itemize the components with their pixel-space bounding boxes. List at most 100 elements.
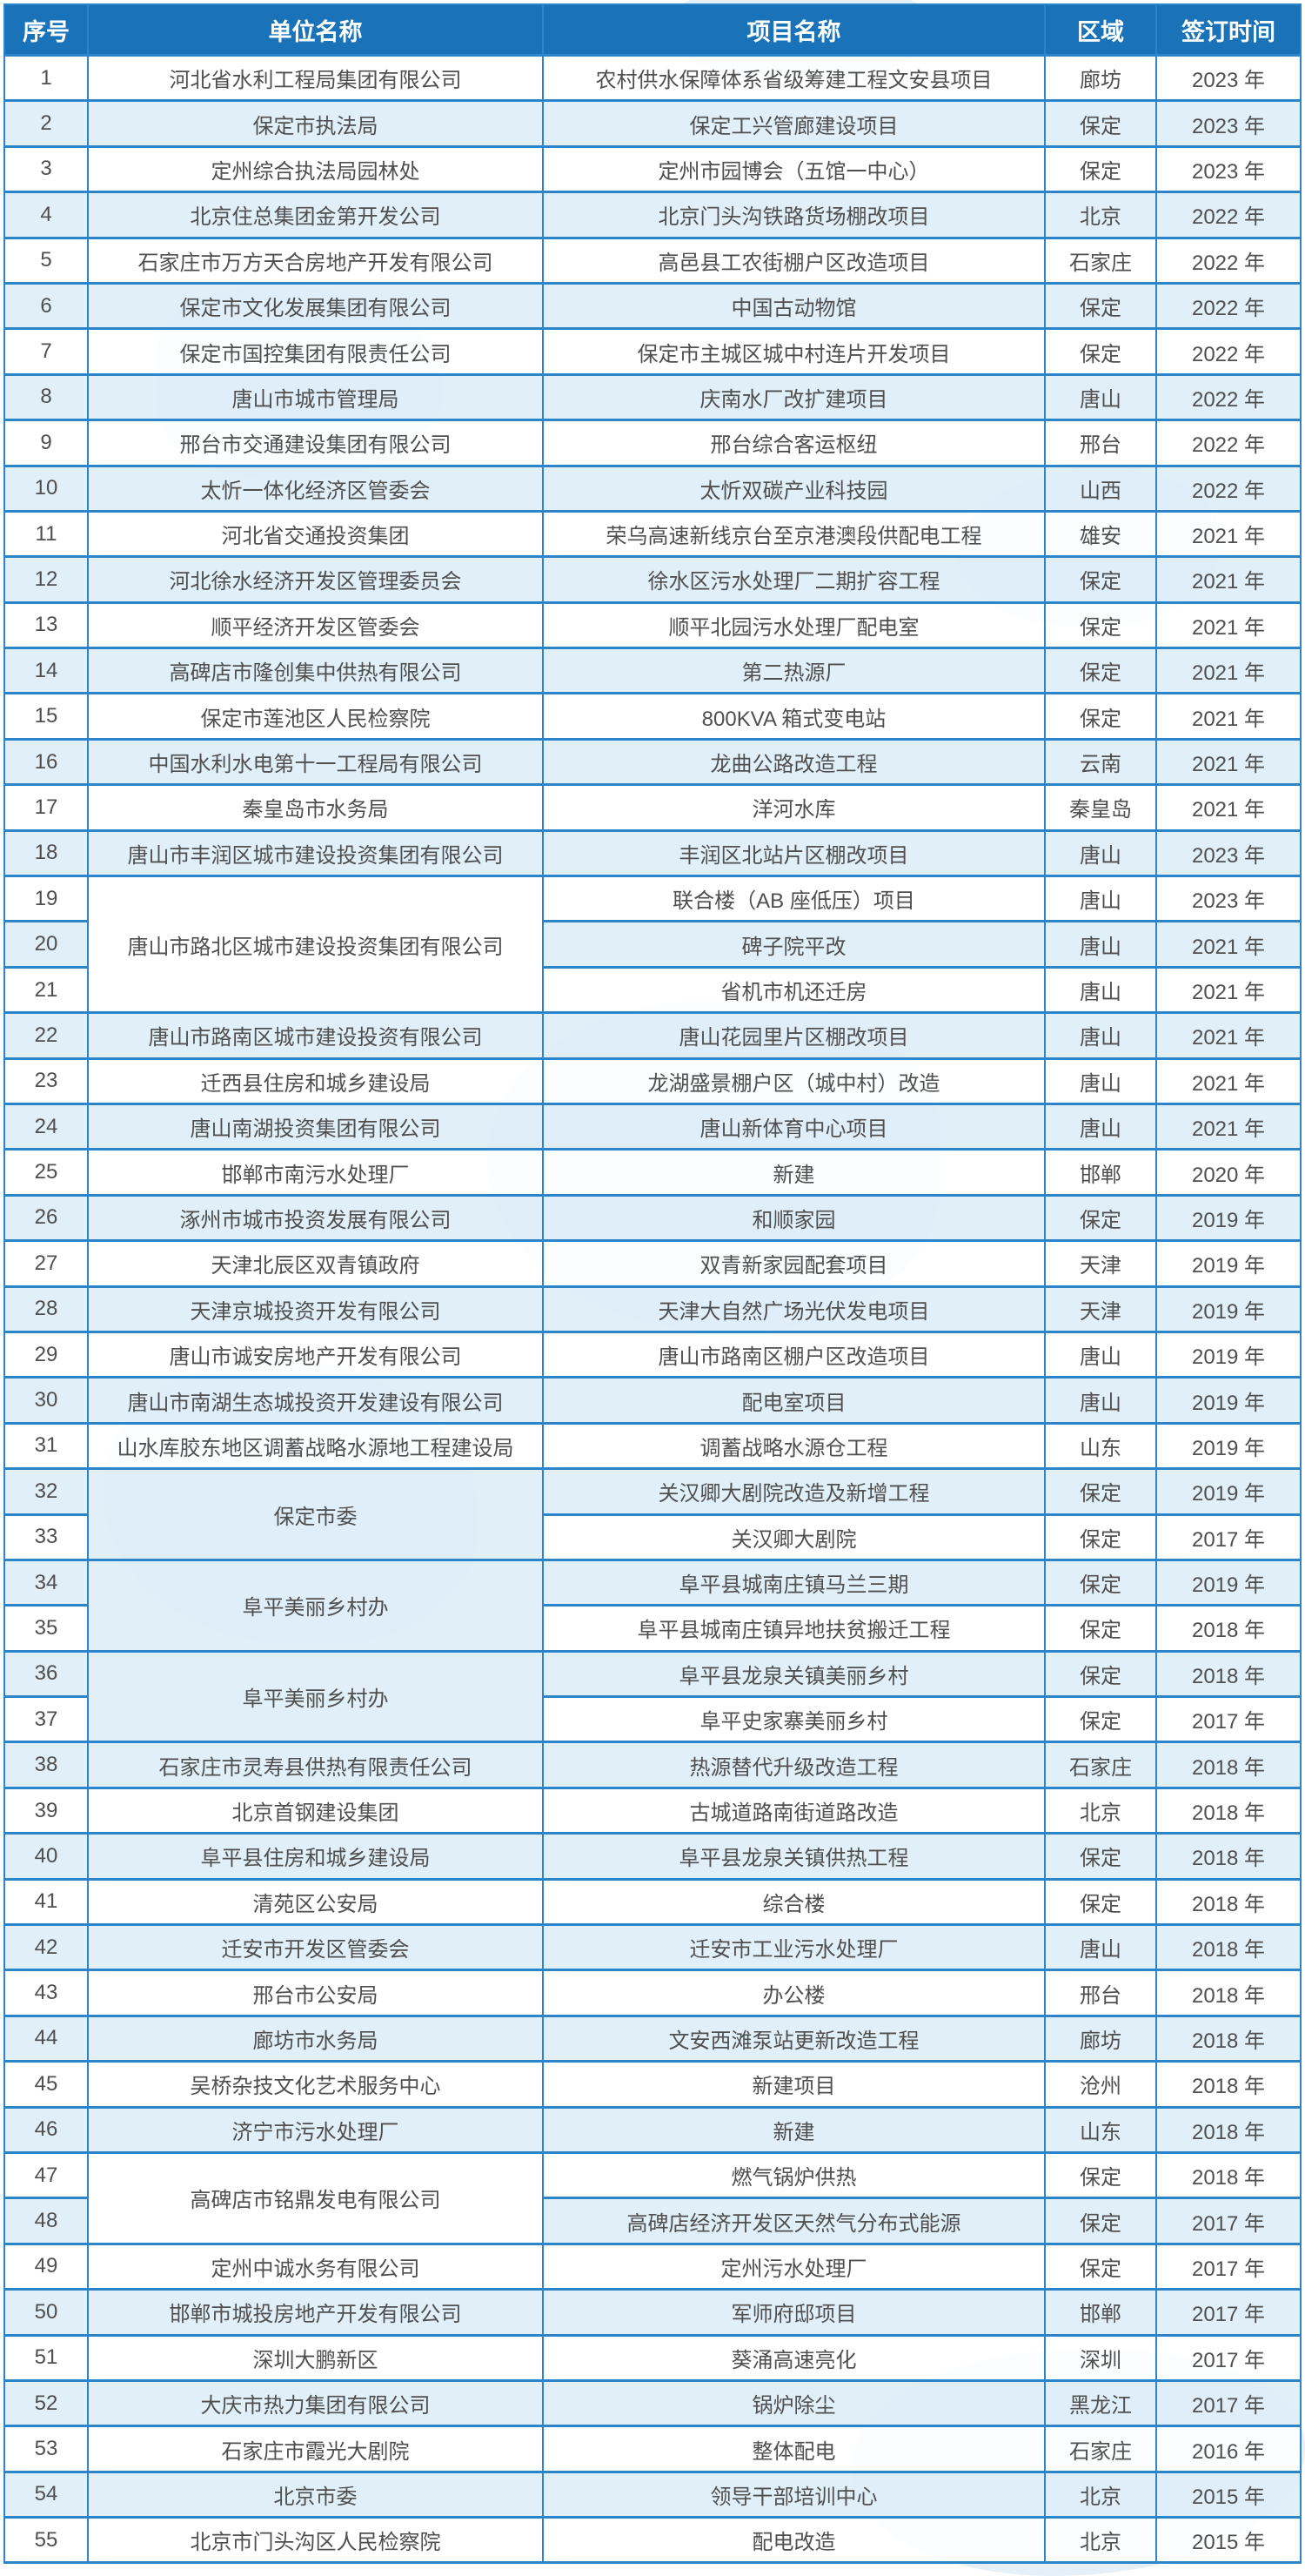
cell-region: 深圳 — [1044, 2333, 1157, 2382]
cell-unit: 高碑店市铭鼎发电有限公司 — [87, 2150, 544, 2245]
cell-region: 邯郸 — [1044, 1148, 1157, 1197]
cell-region: 保定 — [1044, 1832, 1157, 1881]
cell-year: 2016 年 — [1155, 2425, 1302, 2473]
cell-project: 天津大自然广场光伏发电项目 — [542, 1285, 1046, 1333]
cell-year: 2019 年 — [1155, 1421, 1302, 1471]
cell-project: 热源替代升级改造工程 — [542, 1741, 1046, 1789]
cell-region: 雄安 — [1044, 509, 1157, 559]
cell-unit: 保定市文化发展集团有限公司 — [87, 281, 544, 331]
table-row: 24 唐山南湖投资集团有限公司 唐山新体育中心项目 唐山 2021 年 — [3, 1102, 1302, 1151]
cell-year: 2021 年 — [1155, 600, 1302, 650]
cell-year: 2018 年 — [1155, 1877, 1302, 1927]
table-row: 34 阜平美丽乡村办 阜平县城南庄镇马兰三期 保定 2019 年 — [3, 1558, 1302, 1653]
cell-region: 山西 — [1044, 464, 1157, 513]
cell-unit: 迁安市开发区管委会 — [87, 1923, 544, 1972]
cell-project: 高碑店经济开发区天然气分布式能源 — [542, 2197, 1046, 2245]
table-row: 41 清苑区公安局 综合楼 保定 2018 年 — [3, 1877, 1302, 1927]
table-row: 16 中国水利水电第十一工程局有限公司 龙曲公路改造工程 云南 2021 年 — [3, 737, 1302, 787]
cell-project: 阜平史家寨美丽乡村 — [542, 1695, 1046, 1744]
cell-year: 2022 年 — [1155, 281, 1302, 331]
cell-unit: 深圳大鹏新区 — [87, 2333, 544, 2382]
cell-year: 2021 年 — [1155, 647, 1302, 695]
cell-region: 天津 — [1044, 1285, 1157, 1333]
table-row: 29 唐山市诚安房地产开发有限公司 唐山市路南区棚户区改造项目 唐山 2019 年 — [3, 1330, 1302, 1379]
cell-no: 38 — [3, 1741, 89, 1789]
table-row: 22 唐山市路南区城市建设投资有限公司 唐山花园里片区棚改项目 唐山 2021 年 — [3, 1011, 1302, 1060]
cell-project: 葵涌高速亮化 — [542, 2333, 1046, 2382]
cell-no: 52 — [3, 2378, 89, 2428]
cell-region: 石家庄 — [1044, 1741, 1157, 1789]
cell-project: 阜平县龙泉关镇供热工程 — [542, 1832, 1046, 1881]
table-row: 12 河北徐水经济开发区管理委员会 徐水区污水处理厂二期扩容工程 保定 2021 年 — [3, 555, 1302, 604]
cell-region: 廊坊 — [1044, 2014, 1157, 2063]
cell-no: 31 — [3, 1421, 89, 1471]
cell-region: 唐山 — [1044, 1330, 1157, 1379]
cell-project: 农村供水保障体系省级筹建工程文安县项目 — [542, 53, 1046, 103]
cell-no: 7 — [3, 327, 89, 376]
cell-region: 唐山 — [1044, 875, 1157, 923]
cell-project: 洋河水库 — [542, 783, 1046, 832]
cell-year: 2019 年 — [1155, 1558, 1302, 1607]
cell-unit: 唐山市路南区城市建设投资有限公司 — [87, 1011, 544, 1060]
cell-year: 2023 年 — [1155, 144, 1302, 194]
cell-no: 20 — [3, 920, 89, 969]
cell-no: 43 — [3, 1969, 89, 2017]
cell-project: 文安西滩泵站更新改造工程 — [542, 2014, 1046, 2063]
cell-year: 2019 年 — [1155, 1467, 1302, 1516]
cell-year: 2018 年 — [1155, 1741, 1302, 1789]
cell-no: 12 — [3, 555, 89, 604]
cell-project: 阜平县龙泉关镇美丽乡村 — [542, 1649, 1046, 1699]
cell-region: 保定 — [1044, 99, 1157, 148]
table-row: 44 廊坊市水务局 文安西滩泵站更新改造工程 廊坊 2018 年 — [3, 2014, 1302, 2063]
cell-unit: 石家庄市万方天合房地产开发有限公司 — [87, 236, 544, 285]
cell-region: 邢台 — [1044, 1969, 1157, 2017]
cell-no: 47 — [3, 2150, 89, 2200]
cell-year: 2018 年 — [1155, 1786, 1302, 1835]
cell-year: 2017 年 — [1155, 1695, 1302, 1744]
cell-unit: 吴桥杂技文化艺术服务中心 — [87, 2060, 544, 2109]
cell-project: 新建 — [542, 2105, 1046, 2154]
table-row: 20 碑子院平改 唐山 2021 年 — [3, 920, 1302, 969]
cell-no: 16 — [3, 737, 89, 787]
cell-no: 42 — [3, 1923, 89, 1972]
cell-project: 保定市主城区城中村连片开发项目 — [542, 327, 1046, 376]
cell-unit: 济宁市污水处理厂 — [87, 2105, 544, 2154]
cell-year: 2020 年 — [1155, 1148, 1302, 1197]
cell-unit: 大庆市热力集团有限公司 — [87, 2378, 544, 2428]
cell-no: 14 — [3, 647, 89, 695]
cell-year: 2021 年 — [1155, 1011, 1302, 1060]
cell-no: 49 — [3, 2242, 89, 2291]
cell-region: 唐山 — [1044, 1376, 1157, 1425]
cell-unit: 唐山市丰润区城市建设投资集团有限公司 — [87, 828, 544, 878]
cell-no: 3 — [3, 144, 89, 194]
column-header-unit: 单位名称 — [87, 3, 544, 57]
cell-project: 徐水区污水处理厂二期扩容工程 — [542, 555, 1046, 604]
cell-project: 关汉卿大剧院改造及新增工程 — [542, 1467, 1046, 1516]
cell-project: 保定工兴管廊建设项目 — [542, 99, 1046, 148]
table-row: 3 定州综合执法局园林处 定州市园博会（五馆一中心） 保定 2023 年 — [3, 144, 1302, 194]
cell-unit: 北京首钢建设集团 — [87, 1786, 544, 1835]
cell-project: 定州污水处理厂 — [542, 2242, 1046, 2291]
table-header: 序号 单位名称 项目名称 区域 签订时间 — [3, 3, 1302, 57]
cell-no: 54 — [3, 2470, 89, 2519]
cell-region: 云南 — [1044, 737, 1157, 787]
cell-region: 保定 — [1044, 281, 1157, 331]
cell-no: 13 — [3, 600, 89, 650]
cell-year: 2018 年 — [1155, 2105, 1302, 2154]
cell-project: 配电室项目 — [542, 1376, 1046, 1425]
cell-region: 廊坊 — [1044, 53, 1157, 103]
cell-region: 保定 — [1044, 692, 1157, 741]
cell-year: 2022 年 — [1155, 372, 1302, 422]
cell-project: 太忻双碳产业科技园 — [542, 464, 1046, 513]
cell-no: 26 — [3, 1193, 89, 1243]
cell-year: 2018 年 — [1155, 2060, 1302, 2109]
cell-no: 2 — [3, 99, 89, 148]
cell-year: 2021 年 — [1155, 783, 1302, 832]
cell-no: 51 — [3, 2333, 89, 2382]
column-header-no: 序号 — [3, 3, 89, 57]
cell-project: 北京门头沟铁路货场棚改项目 — [542, 191, 1046, 239]
cell-no: 15 — [3, 692, 89, 741]
table-row: 4 北京住总集团金第开发公司 北京门头沟铁路货场棚改项目 北京 2022 年 — [3, 191, 1302, 239]
table-row: 26 涿州市城市投资发展有限公司 和顺家园 保定 2019 年 — [3, 1193, 1302, 1243]
cell-year: 2015 年 — [1155, 2516, 1302, 2565]
